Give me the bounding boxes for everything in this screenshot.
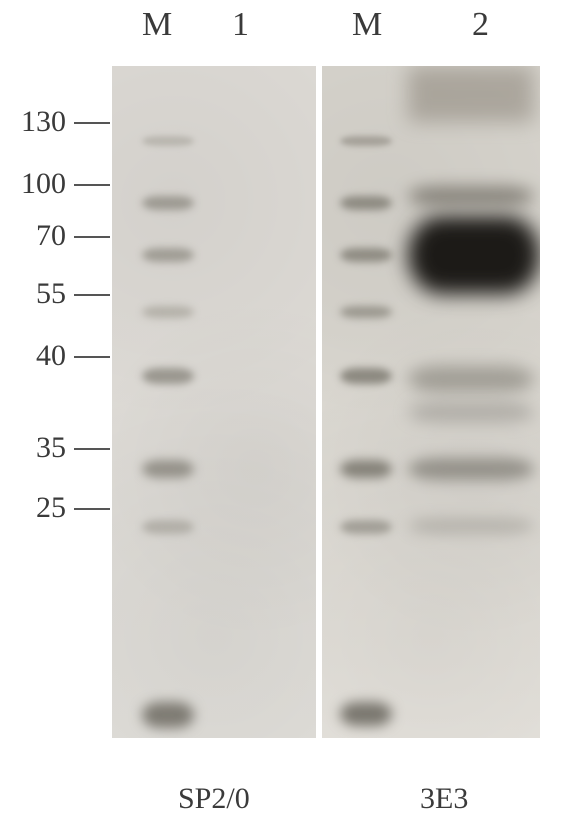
marker-band — [340, 460, 392, 478]
mw-tick — [74, 294, 110, 296]
lane-label-1: 1 — [232, 6, 249, 44]
marker-band — [142, 306, 194, 318]
marker-band — [340, 368, 392, 384]
marker-band — [142, 460, 194, 478]
bottom-label-right: 3E3 — [420, 782, 468, 816]
mw-label: 40 — [36, 339, 66, 373]
marker-band — [340, 520, 392, 534]
lane-label-M1: M — [142, 6, 172, 44]
mw-label: 35 — [36, 431, 66, 465]
mw-tick — [74, 356, 110, 358]
marker-band — [142, 368, 194, 384]
marker-band — [142, 136, 194, 146]
sample-band — [408, 216, 540, 294]
marker-band — [340, 248, 392, 262]
marker-band — [340, 196, 392, 210]
gel-panel-left — [112, 66, 316, 738]
sample-band — [408, 402, 534, 422]
lane-label-2: 2 — [472, 6, 489, 44]
mw-tick — [74, 448, 110, 450]
marker-band — [142, 520, 194, 534]
well-smear — [408, 66, 534, 122]
mw-label: 100 — [21, 167, 66, 201]
mw-label: 25 — [36, 491, 66, 525]
mw-tick — [74, 236, 110, 238]
sample-band — [408, 366, 534, 392]
mw-tick — [74, 508, 110, 510]
mw-tick — [74, 122, 110, 124]
mw-label: 55 — [36, 277, 66, 311]
marker-band — [142, 702, 194, 728]
gel-texture — [112, 66, 316, 738]
marker-band — [142, 248, 194, 262]
bottom-label-left: SP2/0 — [178, 782, 250, 816]
mw-tick — [74, 184, 110, 186]
sample-band — [408, 458, 534, 480]
marker-band — [340, 702, 392, 726]
lane-label-M2: M — [352, 6, 382, 44]
mw-label: 70 — [36, 219, 66, 253]
marker-band — [142, 196, 194, 210]
mw-label: 130 — [21, 105, 66, 139]
marker-band — [340, 136, 392, 146]
marker-band — [340, 306, 392, 318]
gel-figure: M 1 M 2 130 100 70 55 40 35 25 SP2/0 3E3 — [0, 0, 561, 834]
sample-band — [408, 518, 534, 534]
gel-panel-right — [322, 66, 540, 738]
sample-band — [408, 186, 534, 206]
